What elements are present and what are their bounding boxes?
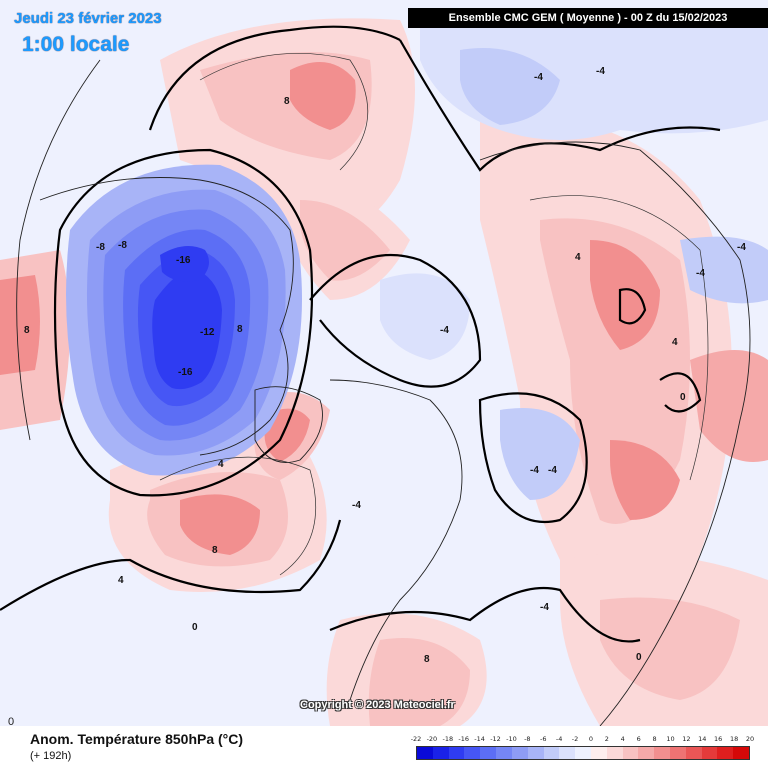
label-8-alaska: 8 [284,96,290,107]
coastline-greenland [254,386,323,463]
anomaly-map: -16 -16 -12 -8 -8 8 8 8 8 8 4 4 4 -4 -4 … [0,0,768,726]
label-0-south: 0 [636,652,642,663]
legend-label: 6 [636,735,641,743]
lead-time-label: (+ 192h) [30,750,72,762]
legend-label: -16 [458,735,470,743]
legend-swatch [543,747,560,759]
legend-label: 2 [604,735,609,743]
label-8-europe: 8 [424,654,430,665]
legend-swatch [733,747,750,759]
label-minus8-a: -8 [118,240,127,251]
forecast-date: Jeudi 23 février 2023 [14,10,162,27]
legend-label: -22 [410,735,422,743]
legend-swatch [417,747,433,759]
legend-swatch [464,747,481,759]
label-8-west: 8 [24,325,30,336]
label-minus8-b: -8 [96,242,105,253]
copyright-notice: Copyright © 2023 Meteociel.fr [300,699,455,711]
forecast-local-time: 1:00 locale [22,33,130,56]
label-minus4-siberia: -4 [596,66,605,77]
legend-swatch [717,747,734,759]
legend-swatch [448,747,465,759]
label-minus4-russia: -4 [696,268,705,279]
label-minus4-scandinavia: -4 [548,465,557,476]
label-minus16-south: -16 [178,367,193,378]
legend-swatch [590,747,607,759]
legend-swatch [432,747,449,759]
legend-label: 14 [698,735,707,743]
legend-label: -4 [555,735,563,743]
label-minus4-east: -4 [540,602,549,613]
legend-label: 18 [729,735,739,743]
coastline-asia [479,141,751,726]
legend-labels: -22 -20 -18 -16 -14 -12 -10 -8 -6 -4 -2 0 2 4 6 8 10 12 14… [411,735,754,746]
legend-swatch [496,747,512,759]
legend-label: 4 [620,735,625,743]
label-minus16-north: -16 [176,255,191,266]
label-0-asia: 0 [680,392,686,403]
color-legend: -22 -20 -18 -16 -14 -12 -10 -8 -6 -4 -2 0 2 4 6 8 10 12 14… [411,735,754,760]
legend-swatch [575,747,591,759]
legend-swatch [685,747,702,759]
map-canvas: -16 -16 -12 -8 -8 8 8 8 8 8 4 4 4 -4 -4 … [0,0,768,726]
label-minus12: -12 [200,327,215,338]
model-run-banner: Ensemble CMC GEM ( Moyenne ) - 00 Z du 1… [408,8,768,28]
legend-label: -18 [442,735,454,743]
legend-label: 0 [588,735,594,743]
legend-swatch [654,747,670,759]
zero-contour-north-america [53,148,314,497]
coastline-north-america [39,177,294,456]
legend-swatch [559,747,576,759]
legend-label: -8 [524,735,531,743]
legend-label: 8 [652,735,657,743]
legend-label: 16 [714,735,723,743]
label-minus4-europe: -4 [530,465,539,476]
legend-swatch [670,747,686,759]
legend-swatch [638,747,655,759]
legend-label: -12 [490,735,501,743]
legend-swatch [622,747,639,759]
label-minus4-hudson: -4 [352,500,361,511]
label-8-atlantic: 8 [212,545,218,556]
map-value-labels: -16 -16 -12 -8 -8 8 8 8 8 8 4 4 4 -4 -4 … [24,66,746,665]
legend-swatches [416,746,750,760]
legend-label: 20 [745,735,755,743]
legend-swatch [527,747,544,759]
legend-label: -14 [474,735,485,743]
legend-label: 10 [666,735,675,743]
label-4-china: 4 [672,337,678,348]
label-minus4-russia-b: -4 [737,242,746,253]
corner-value-label: 0 [8,716,15,728]
legend-swatch [480,747,497,759]
cold-area-iceland [380,273,470,360]
parameter-title: Anom. Température 850hPa (°C) [30,731,244,747]
coastline-europe [329,379,463,701]
legend-label: -20 [426,735,438,743]
legend-label: -10 [506,735,517,743]
label-4-asia: 4 [575,252,581,263]
legend-label: -6 [539,735,547,743]
legend-label: 12 [682,735,691,743]
legend-swatch [606,747,623,759]
label-0-pacific: 0 [192,622,198,633]
legend-swatch [701,747,718,759]
legend-label: -2 [571,735,579,743]
legend-swatch [511,747,528,759]
label-minus4-iceland: -4 [440,325,449,336]
label-4-atlantic: 4 [118,575,124,586]
label-8-canada: 8 [237,324,243,335]
label-minus4-arctic: -4 [534,72,543,83]
cold-area-scandinavia [500,408,580,500]
label-4-greenland: 4 [218,459,224,470]
